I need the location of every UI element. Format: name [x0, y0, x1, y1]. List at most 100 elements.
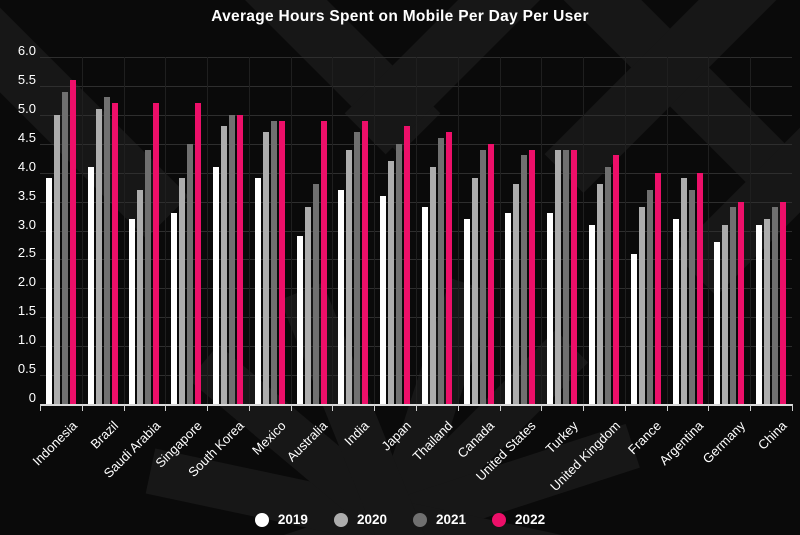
bar-group-saudi-arabia [124, 57, 166, 404]
bar-2020-brazil[interactable] [95, 109, 102, 404]
bar-2021-saudi-arabia[interactable] [145, 149, 152, 404]
bar-2019-argentina[interactable] [672, 218, 679, 404]
bar-2020-saudi-arabia[interactable] [137, 190, 144, 404]
bar-2021-japan[interactable] [396, 143, 403, 404]
bar-2021-turkey[interactable] [563, 149, 570, 404]
bar-2022-thailand[interactable] [445, 132, 452, 404]
bar-group-turkey [541, 57, 583, 404]
y-axis-label: 1.5 [17, 303, 36, 319]
y-axis-label: 5.0 [17, 100, 36, 116]
legend-item-2019[interactable]: 2019 [254, 512, 308, 527]
bar-2019-mexico[interactable] [254, 178, 261, 404]
bar-2019-south-korea[interactable] [212, 166, 219, 404]
bar-2022-canada[interactable] [487, 143, 494, 404]
legend-item-2021[interactable]: 2021 [413, 512, 466, 527]
bar-2019-china[interactable] [756, 224, 763, 404]
bar-2019-japan[interactable] [380, 195, 387, 404]
bar-2020-china[interactable] [764, 218, 771, 404]
x-axis-tick [248, 404, 250, 411]
bar-2022-singapore[interactable] [195, 103, 202, 404]
bar-2022-japan[interactable] [404, 126, 411, 404]
bar-2022-china[interactable] [780, 201, 787, 404]
bar-2019-germany[interactable] [714, 242, 721, 404]
bar-2021-argentina[interactable] [688, 190, 695, 404]
bar-2019-australia[interactable] [296, 236, 303, 404]
bar-2021-australia[interactable] [312, 184, 319, 404]
y-axis-label: 0 [28, 390, 36, 405]
bar-2019-saudi-arabia[interactable] [129, 218, 136, 404]
bar-2020-thailand[interactable] [429, 166, 436, 404]
legend-item-2020[interactable]: 2020 [333, 512, 387, 527]
bar-2019-united-states[interactable] [505, 213, 512, 404]
bar-2022-germany[interactable] [738, 201, 745, 404]
bar-2021-indonesia[interactable] [61, 91, 68, 404]
vertical-gridline [541, 57, 543, 404]
bar-2022-indonesia[interactable] [69, 80, 76, 404]
bar-2019-canada[interactable] [463, 218, 470, 404]
bar-2022-brazil[interactable] [111, 103, 118, 404]
bar-2020-india[interactable] [346, 149, 353, 404]
bar-group-south-korea [207, 57, 249, 404]
bar-group-united-states [500, 57, 542, 404]
bar-2019-indonesia[interactable] [45, 178, 52, 404]
bar-2021-canada[interactable] [479, 149, 486, 404]
bar-2021-india[interactable] [354, 132, 361, 404]
bar-2022-south-korea[interactable] [236, 114, 243, 404]
x-axis-tick [583, 404, 585, 411]
bar-2021-south-korea[interactable] [228, 114, 235, 404]
bar-2022-united-kingdom[interactable] [612, 155, 619, 404]
bar-2020-japan[interactable] [388, 161, 395, 404]
bar-2020-turkey[interactable] [555, 149, 562, 404]
bar-2019-france[interactable] [630, 253, 637, 404]
bar-2020-singapore[interactable] [179, 178, 186, 404]
y-axis-label: 4.5 [17, 129, 36, 145]
legend-swatch-2020-icon [333, 512, 348, 527]
bar-2020-united-states[interactable] [513, 184, 520, 404]
bar-2020-south-korea[interactable] [220, 126, 227, 404]
bar-2022-argentina[interactable] [696, 172, 703, 404]
x-axis-tick [624, 404, 626, 411]
x-axis-tick [81, 404, 83, 411]
bar-2019-thailand[interactable] [421, 207, 428, 404]
bar-2021-brazil[interactable] [103, 97, 110, 404]
bar-2020-united-kingdom[interactable] [596, 184, 603, 404]
y-axis-label: 6.0 [17, 43, 36, 58]
bar-2020-canada[interactable] [471, 178, 478, 404]
bar-2019-united-kingdom[interactable] [588, 224, 595, 404]
bar-2021-china[interactable] [772, 207, 779, 404]
legend-item-2022[interactable]: 2022 [492, 512, 545, 527]
legend-label: 2022 [515, 512, 546, 527]
bar-2022-india[interactable] [362, 120, 369, 404]
bar-2019-india[interactable] [338, 190, 345, 404]
bar-2022-france[interactable] [654, 172, 661, 404]
bar-2022-mexico[interactable] [278, 120, 285, 404]
bar-group-argentina [667, 57, 709, 404]
bar-2019-turkey[interactable] [547, 213, 554, 404]
bar-2022-saudi-arabia[interactable] [153, 103, 160, 404]
chart-title: Average Hours Spent on Mobile Per Day Pe… [211, 8, 589, 25]
bar-2021-singapore[interactable] [187, 143, 194, 404]
vertical-gridline [499, 57, 501, 404]
bar-2019-brazil[interactable] [87, 166, 94, 404]
bar-2021-thailand[interactable] [437, 137, 444, 404]
bar-2021-united-kingdom[interactable] [604, 166, 611, 404]
bar-2021-united-states[interactable] [521, 155, 528, 404]
bar-2021-germany[interactable] [730, 207, 737, 404]
bar-2022-australia[interactable] [320, 120, 327, 404]
y-axis-label: 2.0 [17, 274, 36, 290]
x-axis-tick [416, 404, 417, 411]
bar-2020-mexico[interactable] [262, 132, 269, 404]
legend-label: 2021 [436, 512, 467, 527]
bar-2020-france[interactable] [638, 207, 645, 404]
bar-2019-singapore[interactable] [171, 213, 178, 404]
bar-2020-indonesia[interactable] [53, 114, 60, 404]
bar-2020-argentina[interactable] [680, 178, 687, 404]
bar-2020-australia[interactable] [304, 207, 311, 404]
bar-group-canada [458, 57, 500, 404]
bar-2021-mexico[interactable] [270, 120, 277, 404]
bar-2021-france[interactable] [646, 190, 653, 404]
bar-2022-turkey[interactable] [571, 149, 578, 404]
bar-2020-germany[interactable] [722, 224, 729, 404]
bar-2022-united-states[interactable] [529, 149, 536, 404]
